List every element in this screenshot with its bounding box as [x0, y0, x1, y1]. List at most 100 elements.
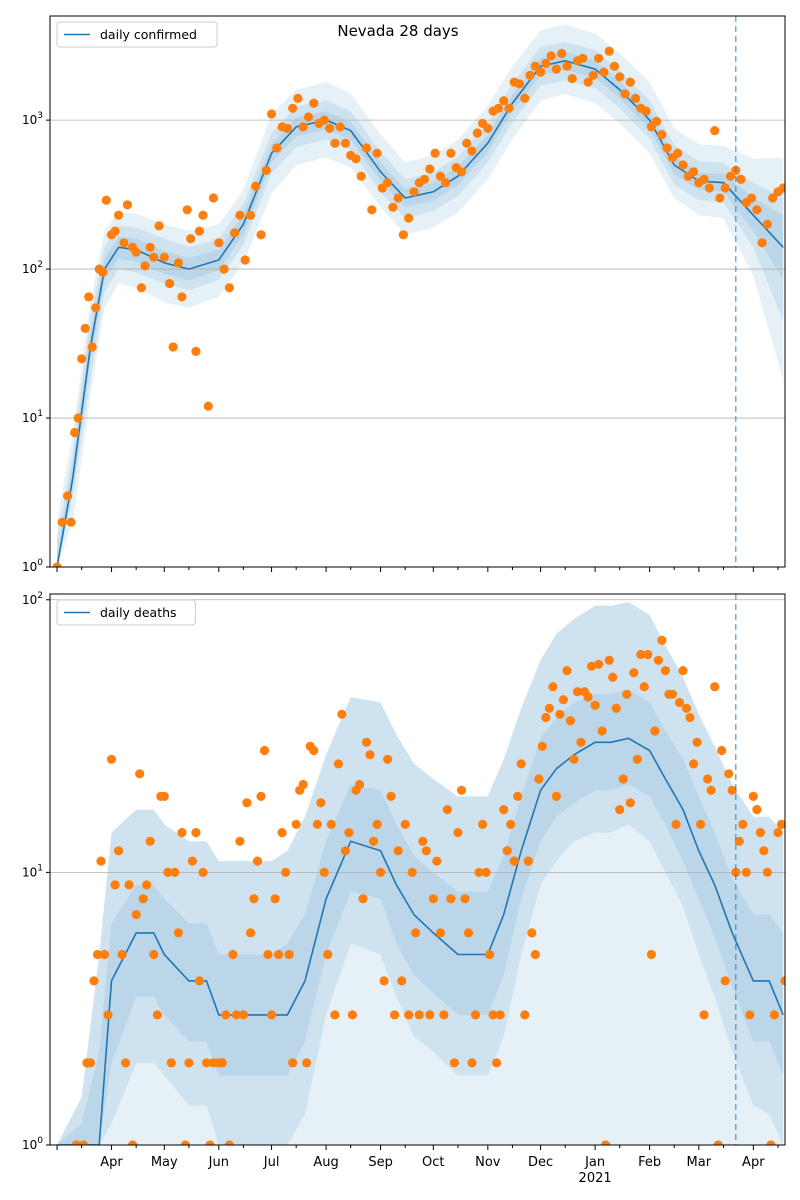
data-point — [390, 1010, 400, 1020]
data-point — [738, 819, 748, 830]
data-point — [414, 1010, 424, 1020]
data-point — [432, 856, 442, 866]
data-point — [110, 880, 120, 890]
data-point — [727, 785, 737, 795]
data-point — [558, 695, 569, 705]
data-point — [372, 819, 382, 830]
data-point — [493, 103, 503, 113]
data-point — [752, 205, 762, 215]
data-point — [316, 798, 326, 808]
data-point — [323, 949, 333, 960]
data-point — [203, 401, 213, 411]
chart-title: Nevada 28 days — [337, 22, 458, 40]
data-point — [710, 682, 720, 692]
data-point — [551, 64, 562, 74]
data-point — [400, 819, 410, 830]
data-point — [604, 46, 614, 56]
data-point — [725, 171, 736, 181]
data-point — [170, 867, 180, 878]
x-month-label: Apr — [100, 1155, 123, 1170]
x-month-label: Aug — [313, 1155, 338, 1170]
data-point — [594, 53, 604, 63]
data-point — [238, 1010, 248, 1020]
data-point — [135, 769, 145, 779]
data-point — [472, 128, 482, 138]
data-point — [99, 949, 110, 960]
data-point — [191, 828, 201, 838]
data-point — [235, 210, 245, 220]
data-point — [653, 655, 664, 665]
data-point — [205, 1140, 215, 1145]
data-point — [149, 252, 159, 262]
data-point — [710, 126, 720, 136]
data-point — [597, 726, 607, 736]
data-point — [435, 171, 445, 181]
data-point — [184, 1058, 194, 1068]
data-point — [87, 342, 97, 352]
data-point — [124, 880, 134, 890]
data-point — [460, 894, 470, 904]
data-point — [527, 928, 537, 938]
data-point — [114, 210, 124, 220]
data-point — [565, 716, 576, 726]
data-point — [284, 949, 294, 960]
data-point — [692, 737, 702, 747]
data-point — [163, 867, 173, 878]
data-point — [630, 93, 641, 103]
data-point — [340, 138, 350, 148]
data-point — [636, 649, 646, 660]
y-tick-label: 102 — [22, 591, 43, 607]
data-point — [453, 828, 463, 838]
data-point — [759, 846, 769, 856]
data-point — [572, 687, 583, 697]
data-point — [488, 1010, 498, 1020]
data-point — [615, 72, 625, 82]
data-point — [685, 712, 695, 723]
data-point — [587, 661, 597, 671]
data-point — [330, 138, 340, 148]
data-point — [235, 836, 245, 846]
data-point — [599, 67, 609, 77]
data-point — [667, 689, 678, 699]
data-point — [398, 230, 408, 240]
data-point — [430, 148, 440, 158]
data-point — [117, 949, 127, 960]
data-point — [249, 894, 259, 904]
data-point — [609, 61, 620, 71]
data-point — [383, 178, 393, 188]
data-point — [71, 1140, 81, 1145]
uncertainty-band — [57, 602, 784, 1145]
data-point — [456, 785, 467, 795]
data-point — [361, 737, 372, 747]
data-point — [194, 976, 205, 986]
data-point — [481, 867, 491, 878]
data-point — [198, 210, 208, 220]
data-point — [219, 264, 229, 274]
data-point — [91, 303, 101, 313]
x-year-label: 2021 — [579, 1171, 612, 1186]
data-point — [671, 819, 681, 830]
data-point — [282, 123, 292, 133]
data-point — [419, 174, 430, 184]
data-point — [256, 230, 266, 240]
data-point — [620, 89, 630, 99]
data-point — [435, 928, 445, 938]
data-point — [629, 668, 639, 678]
data-point — [590, 700, 600, 710]
data-point — [428, 894, 438, 904]
plot-area — [50, 594, 785, 1145]
data-point — [80, 323, 90, 333]
data-point — [152, 1010, 162, 1020]
legend-label: daily confirmed — [100, 27, 197, 42]
data-point — [63, 491, 73, 501]
data-point — [407, 867, 417, 878]
data-point — [173, 258, 183, 268]
x-month-label: Jul — [263, 1155, 280, 1170]
data-point — [720, 976, 730, 986]
uncertainty-band — [57, 24, 784, 567]
data-point — [298, 122, 308, 132]
data-point — [502, 846, 512, 856]
data-point — [145, 836, 155, 846]
data-point — [625, 77, 635, 87]
data-point — [747, 193, 757, 203]
